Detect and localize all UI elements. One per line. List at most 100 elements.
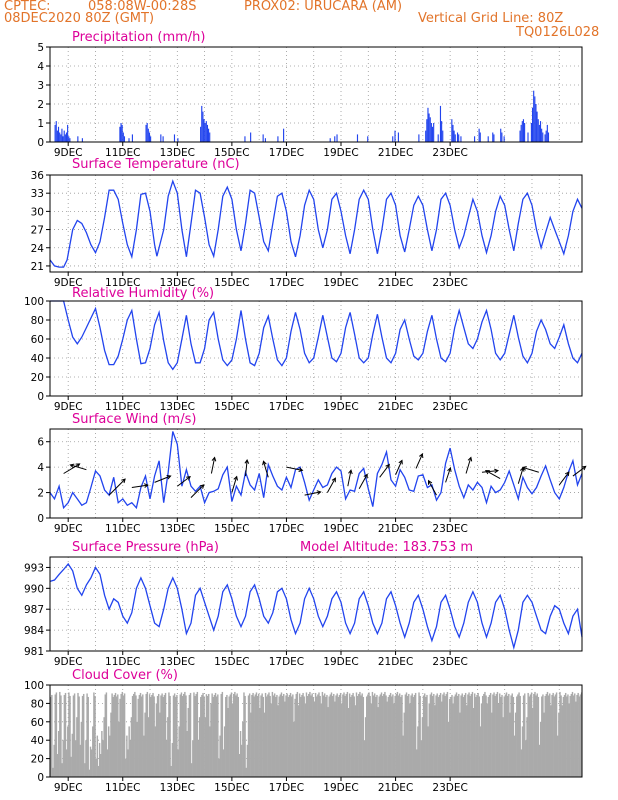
cloud-bar	[308, 693, 310, 777]
y-tick-label: 100	[24, 296, 44, 308]
cloud-bar	[163, 694, 166, 777]
precip-bar	[456, 132, 459, 142]
cloud-bar	[527, 692, 529, 777]
cloud-bar	[468, 692, 470, 777]
cloud-bar	[276, 694, 278, 777]
cloud-bar	[460, 695, 462, 777]
cloud-bar	[327, 707, 329, 777]
cloud-bar	[179, 694, 182, 777]
cloud-bar	[53, 744, 55, 777]
cloud-bar	[386, 701, 388, 777]
precip-bar	[128, 138, 130, 142]
cloud-bar	[552, 692, 554, 777]
x-tick-label: 13DEC	[160, 401, 195, 413]
precip-bar	[173, 134, 176, 142]
cloud-bar	[70, 756, 72, 777]
cloud-bar	[562, 696, 565, 777]
precip-bar	[441, 121, 443, 142]
cloud-bar	[131, 695, 134, 777]
cloud-bar	[398, 693, 401, 777]
x-tick-label: 11DEC	[105, 656, 140, 668]
x-tick-label: 21DEC	[378, 782, 413, 794]
precip-bar	[521, 121, 523, 142]
precip-bar	[56, 130, 58, 142]
cloud-bar	[226, 694, 228, 777]
cloud-bar	[459, 712, 461, 777]
precip-bar	[201, 105, 203, 142]
y-tick-label: 40	[31, 735, 44, 747]
precip-bar	[131, 134, 133, 142]
precip-bar	[418, 134, 420, 142]
cloud-bar	[342, 694, 344, 777]
x-tick-label: 19DEC	[323, 147, 358, 159]
y-tick-label: 20	[31, 372, 44, 384]
cloud-bar	[466, 705, 468, 777]
cloud-bar	[477, 692, 479, 777]
cloud-bar	[567, 694, 569, 777]
cloud-bar	[331, 695, 334, 777]
cloud-bar	[260, 695, 262, 777]
cloud-bar	[392, 694, 394, 777]
wind-arrow	[428, 480, 437, 496]
x-tick-label: 19DEC	[323, 782, 358, 794]
cloud-bar	[568, 703, 570, 777]
cloud-bar	[516, 696, 518, 777]
cloud-bar	[203, 696, 205, 777]
panel-title: Surface Wind (m/s)	[72, 412, 196, 427]
y-tick-label: 40	[31, 353, 44, 365]
cloud-bar	[329, 694, 332, 777]
precip-bar	[203, 119, 205, 142]
cloud-bar	[577, 692, 579, 777]
cloud-bar	[325, 696, 327, 777]
cloud-bar	[107, 726, 110, 777]
cloud-bar	[471, 691, 474, 777]
cloud-bar	[575, 701, 577, 777]
x-tick-label: 21DEC	[378, 523, 413, 535]
cloud-bar	[132, 693, 135, 777]
y-tick-label: 60	[31, 334, 44, 346]
precip-bar	[122, 132, 124, 142]
precip-bar	[542, 132, 544, 142]
precip-bar	[519, 130, 521, 142]
wind-arrow	[70, 464, 87, 471]
precip-bar	[147, 128, 149, 142]
precip-bar	[522, 119, 525, 142]
cloud-bar	[195, 693, 197, 777]
cloud-bar	[433, 693, 435, 777]
cloud-bar	[330, 692, 333, 777]
precip-bar	[535, 104, 537, 142]
cloud-bar	[246, 744, 249, 777]
panel-6: Cloud Cover (%) 0 20 40 60 80 100 9DEC 11DEC 13DE…	[24, 668, 583, 794]
cloud-bar	[359, 691, 361, 777]
cloud-bar	[431, 695, 434, 777]
cloud-bar	[405, 692, 408, 777]
cloud-bar	[456, 695, 459, 777]
cloud-bar	[202, 692, 204, 777]
cloud-bar	[453, 696, 455, 777]
cloud-bar	[263, 712, 266, 777]
header-station: PROX02: URUCARA (AM)	[244, 0, 403, 14]
precip-bar	[160, 134, 162, 142]
cloud-bar	[478, 696, 480, 777]
panel-title: Relative Humidity (%)	[72, 286, 214, 301]
cloud-bar	[72, 695, 75, 777]
cloud-bar	[423, 693, 426, 777]
x-tick-label: 21DEC	[378, 401, 413, 413]
precip-bar	[433, 123, 435, 142]
cloud-bar	[147, 717, 150, 777]
precip-bar	[69, 138, 71, 142]
cloud-bar	[50, 696, 52, 777]
precip-bar	[544, 134, 546, 142]
cloud-bar	[530, 692, 533, 777]
cloud-bar	[503, 696, 506, 777]
cloud-bar	[110, 712, 112, 777]
cloud-bar	[212, 696, 214, 777]
cloud-bar	[422, 695, 425, 777]
cloud-bar	[462, 696, 465, 777]
precip-bar	[474, 136, 476, 142]
cloud-bar	[419, 695, 421, 777]
cloud-bar	[351, 694, 353, 777]
cloud-bar	[208, 693, 210, 777]
precip-bar	[503, 136, 505, 142]
precip-bar	[537, 119, 539, 142]
